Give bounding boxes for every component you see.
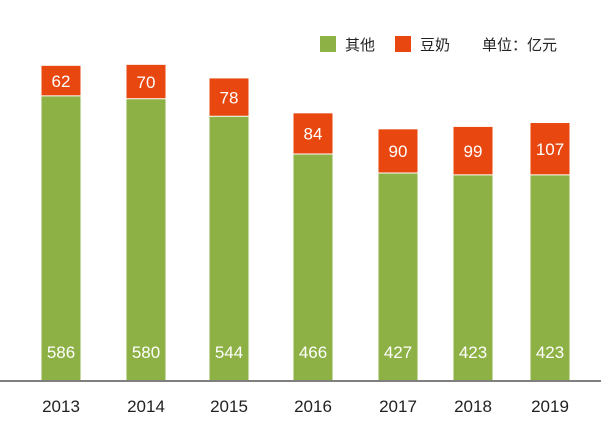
legend: 其他 豆奶 单位：亿元: [320, 36, 557, 54]
bar-other-2019: [530, 174, 570, 380]
legend-swatch-other: [320, 36, 336, 52]
bar-soymilk-2016: [293, 113, 333, 155]
unit-label: 单位：亿元: [482, 37, 557, 54]
x-tick-label-2014: 2014: [127, 397, 165, 416]
legend-label-soymilk: 豆奶: [420, 37, 450, 54]
bar-other-2015: [209, 116, 249, 380]
x-tick-labels: 2013 2014 2015 2016 2017 2018 2019: [42, 397, 569, 416]
bar-other-2017: [378, 172, 418, 380]
bar-other-2016: [293, 154, 333, 380]
bars-layer: 62 586 70 580 78 544 84 466 90 427 99 423 107 423: [41, 64, 570, 381]
data-label-other-2016: 466: [299, 343, 327, 362]
bar-soymilk-2015: [209, 78, 249, 117]
data-label-soymilk-2014: 70: [137, 73, 156, 92]
legend-swatch-soymilk: [395, 36, 411, 52]
data-label-soymilk-2019: 107: [536, 140, 564, 159]
bar-soymilk-2017: [378, 129, 418, 173]
data-label-other-2014: 580: [132, 343, 160, 362]
x-tick-label-2016: 2016: [294, 397, 332, 416]
data-label-other-2017: 427: [384, 343, 412, 362]
x-tick-label-2018: 2018: [454, 397, 492, 416]
data-label-other-2019: 423: [536, 343, 564, 362]
bar-soymilk-2013: [41, 65, 81, 96]
data-label-soymilk-2018: 99: [464, 142, 483, 161]
bar-other-2014: [126, 98, 166, 381]
data-label-soymilk-2017: 90: [389, 142, 408, 161]
bar-other-2018: [453, 174, 493, 380]
x-tick-label-2015: 2015: [210, 397, 248, 416]
x-tick-label-2013: 2013: [42, 397, 80, 416]
data-label-soymilk-2013: 62: [52, 72, 71, 91]
data-label-other-2018: 423: [459, 343, 487, 362]
bar-soymilk-2014: [126, 64, 166, 99]
data-label-soymilk-2015: 78: [220, 88, 239, 107]
x-tick-label-2017: 2017: [379, 397, 417, 416]
data-label-other-2013: 586: [47, 343, 75, 362]
bar-soymilk-2018: [453, 126, 493, 175]
bar-soymilk-2019: [530, 123, 570, 175]
data-label-soymilk-2016: 84: [304, 125, 323, 144]
bar-other-2013: [41, 95, 81, 380]
x-tick-label-2019: 2019: [531, 397, 569, 416]
data-label-other-2015: 544: [215, 343, 243, 362]
legend-label-other: 其他: [345, 37, 375, 54]
